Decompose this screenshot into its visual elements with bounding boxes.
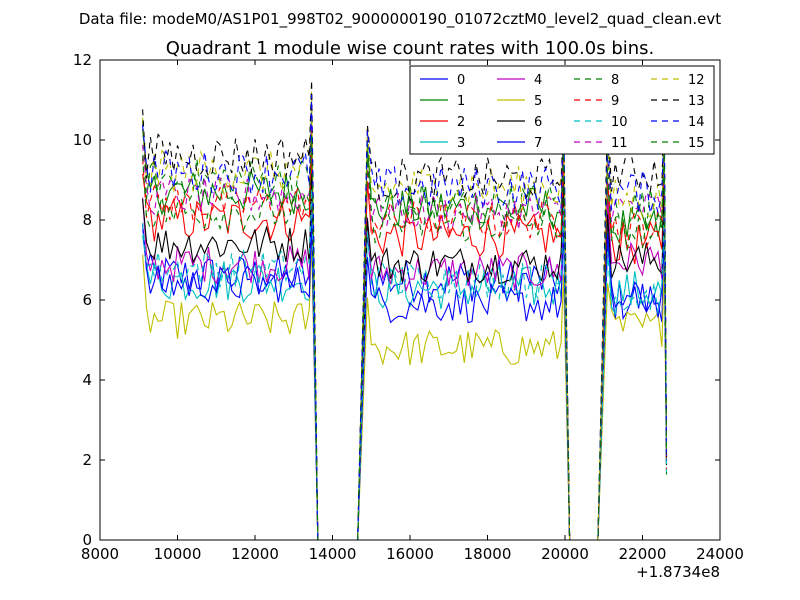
legend-label: 4: [534, 73, 542, 88]
x-tick-label: 24000: [696, 545, 744, 563]
legend-label: 14: [688, 115, 705, 130]
series-line-10: [142, 188, 668, 540]
series-line-14: [142, 94, 668, 540]
x-tick-label: 8000: [81, 545, 119, 563]
series-line-15: [142, 135, 668, 540]
x-tick-label: 22000: [619, 545, 667, 563]
y-tick-label: 10: [73, 131, 92, 149]
legend-label: 3: [457, 136, 465, 151]
series-line-5: [142, 240, 668, 540]
x-tick-label: 12000: [231, 545, 279, 563]
legend-label: 2: [457, 115, 465, 130]
x-tick-label: 20000: [541, 545, 589, 563]
x-tick-label: 10000: [154, 545, 202, 563]
x-tick-label: 18000: [464, 545, 512, 563]
legend-label: 12: [688, 73, 705, 88]
legend-label: 6: [534, 115, 542, 130]
y-tick-label: 12: [73, 51, 92, 69]
chart-title: Quadrant 1 module wise count rates with …: [166, 38, 655, 59]
legend-label: 8: [611, 73, 619, 88]
legend-label: 9: [611, 94, 619, 109]
data-lines: [142, 80, 668, 540]
y-tick-label: 6: [82, 291, 92, 309]
x-tick-label: 16000: [386, 545, 434, 563]
x-tick-label: 14000: [309, 545, 357, 563]
y-tick-label: 0: [82, 531, 92, 549]
series-line-6: [142, 173, 668, 540]
y-tick-label: 2: [82, 451, 92, 469]
y-tick-label: 4: [82, 371, 92, 389]
legend-label: 15: [688, 136, 705, 151]
file-title: Data file: modeM0/AS1P01_998T02_90000001…: [79, 10, 721, 29]
legend-label: 7: [534, 136, 542, 151]
legend-label: 0: [457, 73, 465, 88]
legend-label: 1: [457, 94, 465, 109]
legend-label: 10: [611, 115, 628, 130]
series-line-7: [142, 219, 668, 540]
x-axis: 8000 10000 12000 14000 16000 18000 20000 22000 2…: [81, 60, 744, 563]
legend-label: 13: [688, 94, 705, 109]
y-tick-label: 8: [82, 211, 92, 229]
legend-label: 11: [611, 136, 628, 151]
x-offset-label: +1.8734e8: [636, 563, 720, 581]
legend-label: 5: [534, 94, 542, 109]
legend-box: [409, 65, 715, 155]
